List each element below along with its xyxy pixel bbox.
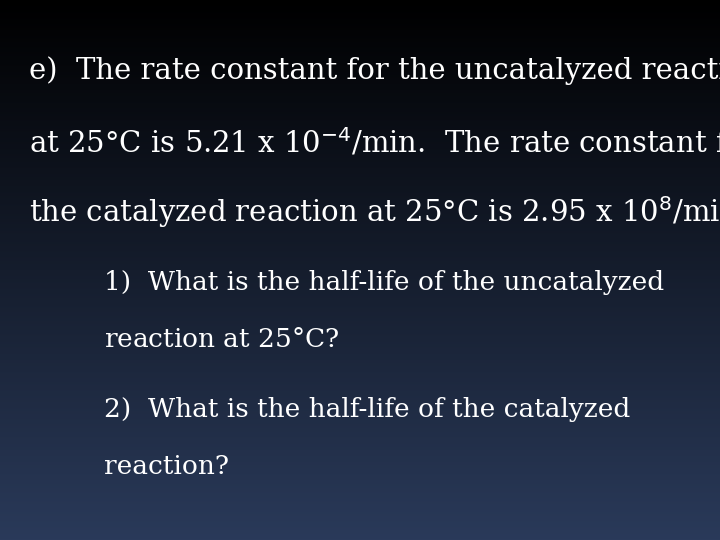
Text: reaction at 25$\degree$C?: reaction at 25$\degree$C? bbox=[104, 327, 340, 352]
Text: the catalyzed reaction at 25$\degree$C is 2.95 x 10$^{8}$/min.: the catalyzed reaction at 25$\degree$C i… bbox=[29, 194, 720, 230]
Text: 1)  What is the half-life of the uncatalyzed: 1) What is the half-life of the uncataly… bbox=[104, 270, 665, 295]
Text: at 25$\degree$C is 5.21 x 10$^{-4}$/min.  The rate constant for: at 25$\degree$C is 5.21 x 10$^{-4}$/min.… bbox=[29, 127, 720, 159]
Text: reaction?: reaction? bbox=[104, 454, 230, 478]
Text: e)  The rate constant for the uncatalyzed reaction: e) The rate constant for the uncatalyzed… bbox=[29, 57, 720, 85]
Text: 2)  What is the half-life of the catalyzed: 2) What is the half-life of the catalyze… bbox=[104, 397, 631, 422]
